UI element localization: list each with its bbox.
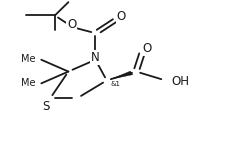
Text: Me: Me [21,54,36,64]
Polygon shape [111,71,133,79]
Text: N: N [91,51,100,64]
Text: O: O [142,42,151,55]
Text: O: O [117,10,126,23]
Text: O: O [67,18,76,31]
Text: OH: OH [171,75,189,88]
Text: S: S [42,100,49,113]
Text: Me: Me [21,78,36,88]
Text: &1: &1 [111,81,121,87]
